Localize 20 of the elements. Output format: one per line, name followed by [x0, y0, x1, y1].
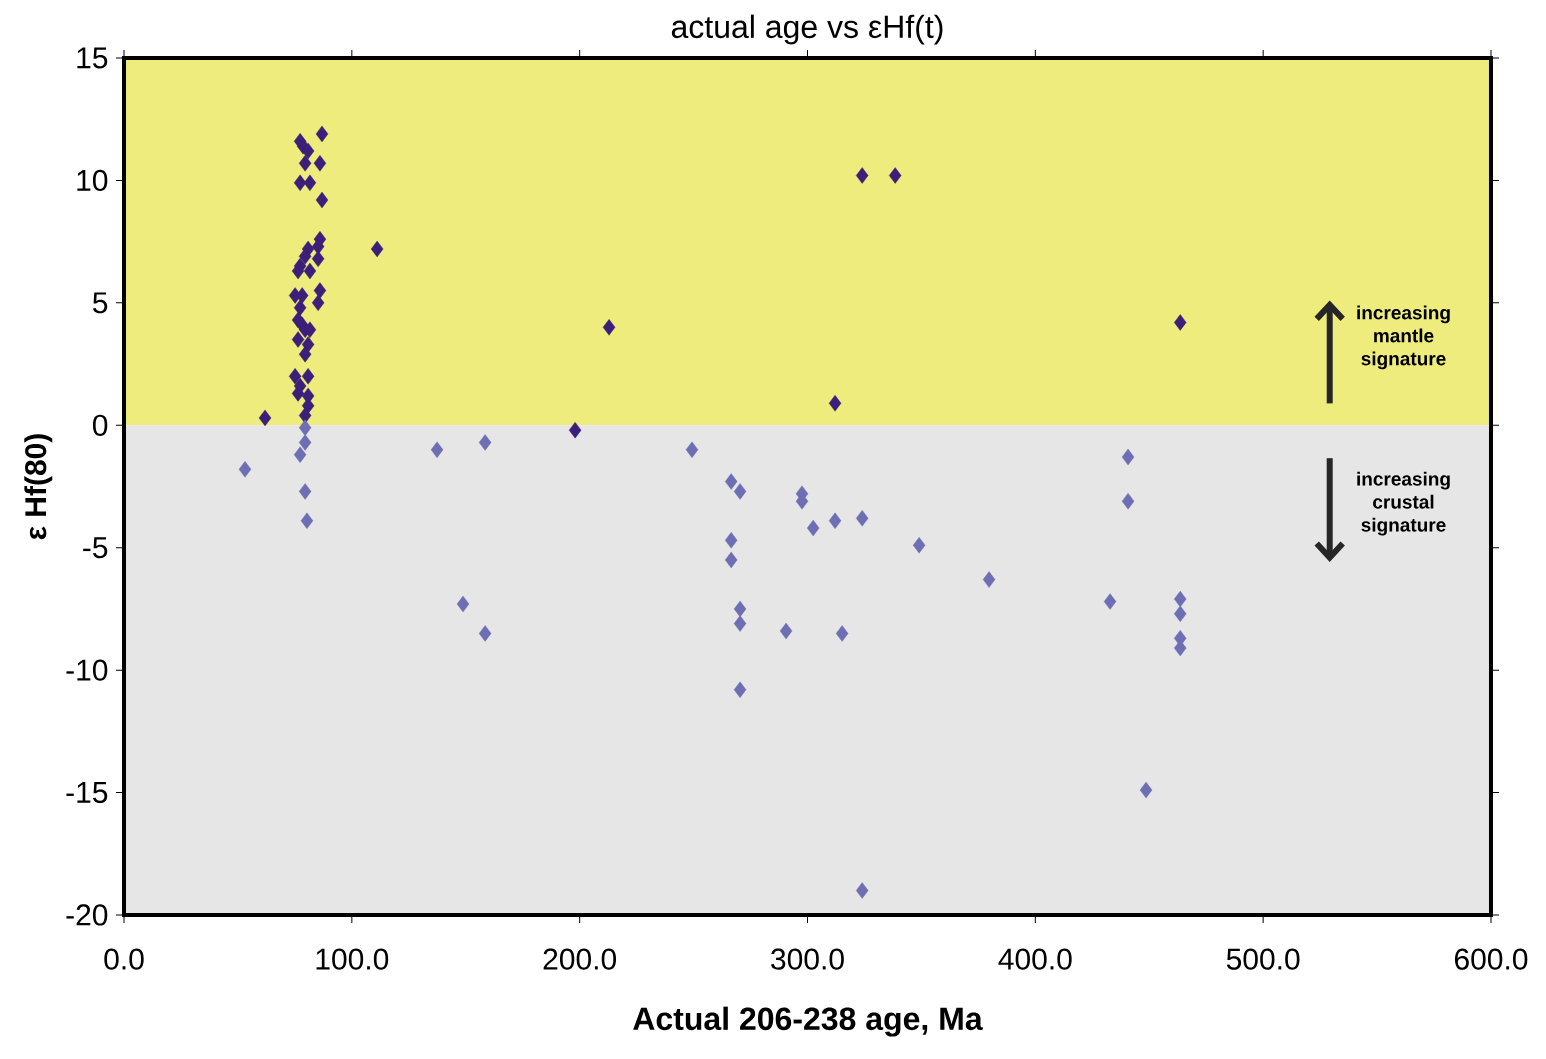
x-tick-label: 0.0	[104, 948, 144, 970]
y-tick-label: 10	[77, 169, 108, 192]
x-tick-label: 200.0	[543, 948, 617, 970]
x-tick-label: 500.0	[1226, 948, 1300, 970]
y-tick-label: 15	[77, 47, 108, 69]
x-tick-label: 600.0	[1454, 948, 1528, 970]
x-tick-label: 100.0	[316, 948, 389, 970]
x-tick-label: 400.0	[998, 948, 1072, 970]
chart-title: actual age vs εHf(t)	[671, 14, 943, 45]
y-axis-title: ε Hf(80)	[24, 434, 53, 540]
x-axis-title: Actual 206-238 age, Ma	[633, 1006, 983, 1037]
y-tick-label: -10	[66, 659, 108, 681]
y-tick-label: 0	[92, 414, 108, 436]
y-tick-label: -5	[83, 537, 108, 559]
annotation: increasing crustal signature	[1357, 471, 1450, 536]
y-tick-label: -20	[66, 904, 108, 926]
y-tick-label: 5	[93, 292, 108, 314]
annotation: increasing mantle signature	[1357, 305, 1450, 370]
x-tick-label: 300.0	[771, 948, 844, 970]
y-tick-label: -15	[66, 782, 108, 804]
